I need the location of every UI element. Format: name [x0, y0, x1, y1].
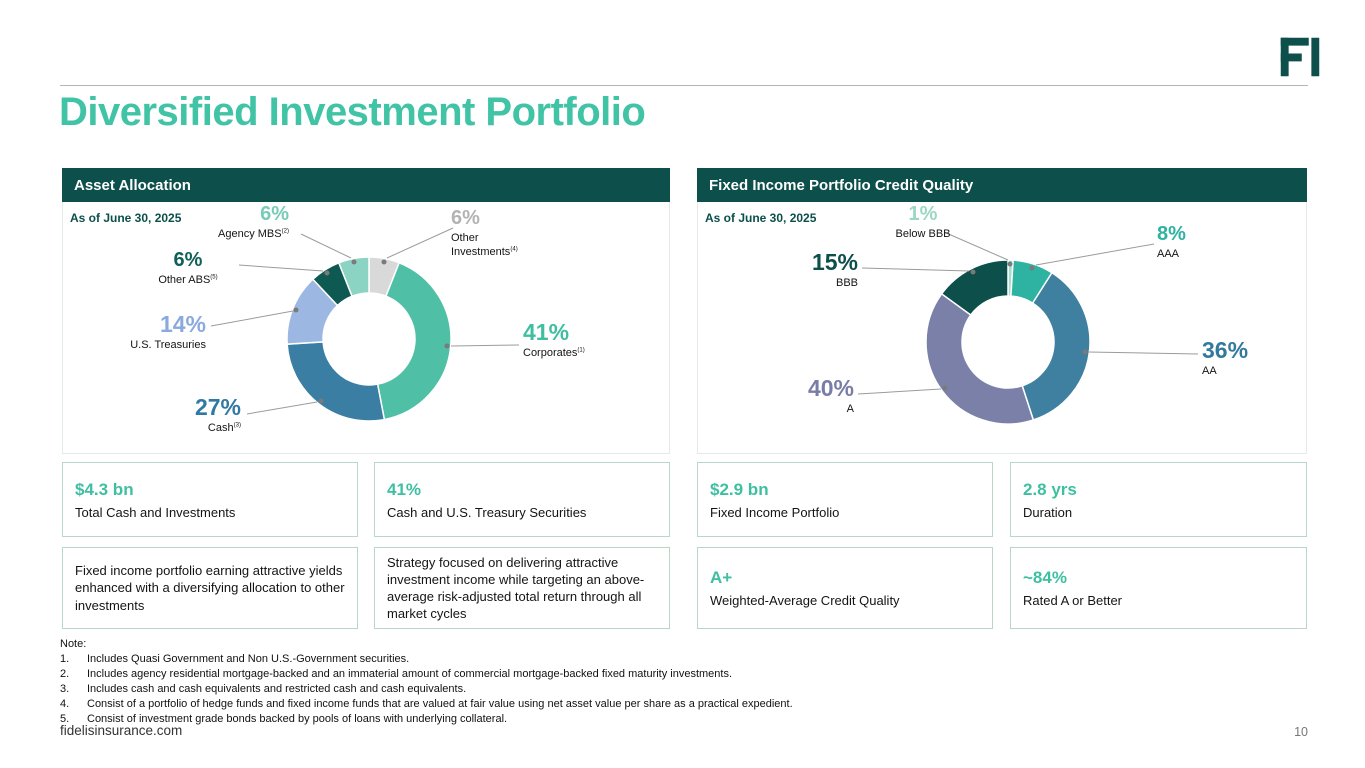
segment-percent: 36% — [1202, 337, 1249, 363]
callout-other-abs: 6% Other ABS(5) — [123, 250, 253, 288]
segment-percent: 8% — [1157, 223, 1186, 245]
header-divider — [60, 85, 1308, 86]
callout-corporates: 41% Corporates(1) — [523, 320, 663, 361]
segment-percent: 40% — [807, 375, 854, 401]
asset-allocation-header: Asset Allocation — [62, 168, 670, 202]
footnote-item: 5. Consist of investment grade bonds bac… — [60, 713, 508, 725]
segment-label: A — [846, 403, 854, 416]
stat-label: Total Cash and Investments — [75, 504, 236, 520]
stat-value: 2.8 yrs — [1023, 479, 1077, 499]
stat-card-credit-quality: A+ Weighted-Average Credit Quality — [697, 547, 993, 629]
stat-label: Duration — [1023, 504, 1073, 520]
stat-card-cash-treasury: 41% Cash and U.S. Treasury Securities — [374, 462, 670, 537]
stat-card-rated-a-or-better: ~84% Rated A or Better — [1010, 547, 1307, 629]
asset-allocation-chart-area: As of June 30, 2025 — [62, 202, 670, 454]
footnote-item: 3. Includes cash and cash equivalents an… — [60, 683, 467, 695]
callout-agency-mbs: 6% Agency MBS(2) — [159, 204, 289, 242]
asset-allocation-panel: Asset Allocation As of June 30, 2025 — [62, 168, 670, 454]
callout-cash: 27% Cash(3) — [121, 395, 241, 436]
callout-other-investments: 6% Other Investments(4) — [451, 208, 537, 260]
segment-label: BBB — [835, 277, 858, 290]
stat-card-fixed-income-portfolio: $2.9 bn Fixed Income Portfolio — [697, 462, 993, 537]
callout-aa: 36% AA — [1202, 338, 1302, 379]
as-of-date: As of June 30, 2025 — [70, 211, 182, 225]
credit-quality-panel: Fixed Income Portfolio Credit Quality As… — [697, 168, 1307, 454]
fidelis-logo-icon — [1280, 37, 1320, 77]
segment-label: Other Investments(4) — [451, 232, 518, 258]
segment-percent: 6% — [451, 207, 480, 229]
segment-label: Other ABS(5) — [158, 274, 218, 286]
page-number: 10 — [1294, 725, 1308, 739]
callout-below-bbb: 1% Below BBB — [863, 204, 983, 242]
callout-aaa: 8% AAA — [1157, 224, 1267, 262]
segment-label: AAA — [1157, 248, 1180, 260]
stat-label: Fixed Income Portfolio — [710, 504, 840, 520]
stat-value: $2.9 bn — [710, 479, 769, 499]
text-card-portfolio-yields: Fixed income portfolio earning attractiv… — [62, 547, 358, 629]
stat-card-total-cash: $4.3 bn Total Cash and Investments — [62, 462, 358, 537]
segment-percent: 1% — [908, 203, 938, 225]
segment-label: Agency MBS(2) — [218, 228, 289, 240]
page-title: Diversified Investment Portfolio — [59, 90, 646, 134]
credit-quality-header: Fixed Income Portfolio Credit Quality — [697, 168, 1307, 202]
segment-label: AA — [1202, 365, 1217, 378]
callout-bbb: 15% BBB — [738, 250, 858, 291]
stat-value: $4.3 bn — [75, 479, 134, 499]
card-paragraph: Fixed income portfolio earning attractiv… — [75, 563, 345, 613]
segment-percent: 14% — [159, 311, 206, 337]
callout-us-treasuries: 14% U.S. Treasuries — [86, 312, 206, 353]
website-text: fidelisinsurance.com — [60, 723, 183, 738]
text-card-strategy: Strategy focused on delivering attractiv… — [374, 547, 670, 629]
footnote-item: 1. Includes Quasi Government and Non U.S… — [60, 653, 410, 665]
segment-percent: 41% — [523, 319, 570, 345]
segment-percent: 6% — [173, 249, 203, 271]
segment-label: Below BBB — [895, 228, 951, 240]
segment-label: Corporates(1) — [523, 347, 585, 360]
footnotes: Note: 1. Includes Quasi Government and N… — [60, 637, 793, 727]
segment-percent: 27% — [194, 394, 241, 420]
footnote-item: 2. Includes agency residential mortgage-… — [60, 668, 733, 680]
stat-label: Cash and U.S. Treasury Securities — [387, 504, 587, 520]
stat-value: ~84% — [1023, 568, 1067, 587]
callout-a: 40% A — [738, 376, 854, 417]
credit-quality-chart-area: As of June 30, 2025 — [697, 202, 1307, 454]
footnote-item: 4. Consist of a portfolio of hedge funds… — [60, 698, 793, 710]
segment-percent: 15% — [811, 249, 858, 275]
stat-value: 41% — [387, 479, 422, 499]
segment-label: Cash(3) — [207, 422, 241, 435]
asset-allocation-donut-chart — [286, 256, 452, 422]
segment-label: U.S. Treasuries — [130, 339, 206, 352]
stat-label: Rated A or Better — [1023, 593, 1123, 608]
as-of-date: As of June 30, 2025 — [705, 211, 817, 225]
card-paragraph: Strategy focused on delivering attractiv… — [387, 554, 645, 622]
stat-value: A+ — [710, 568, 733, 587]
footnote-heading: Note: — [60, 638, 87, 650]
credit-quality-donut-chart — [925, 259, 1091, 425]
stat-label: Weighted-Average Credit Quality — [710, 593, 900, 608]
stat-card-duration: 2.8 yrs Duration — [1010, 462, 1307, 537]
segment-percent: 6% — [260, 203, 289, 225]
